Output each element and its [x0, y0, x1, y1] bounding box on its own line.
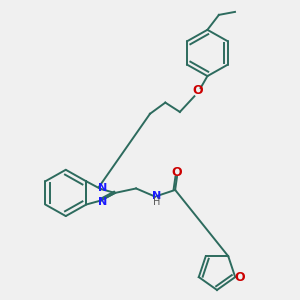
- Text: N: N: [98, 197, 107, 207]
- Text: N: N: [152, 191, 161, 201]
- Text: O: O: [192, 84, 203, 97]
- Text: N: N: [98, 183, 107, 193]
- Text: O: O: [172, 166, 182, 179]
- Text: H: H: [153, 197, 160, 207]
- Text: O: O: [235, 271, 245, 284]
